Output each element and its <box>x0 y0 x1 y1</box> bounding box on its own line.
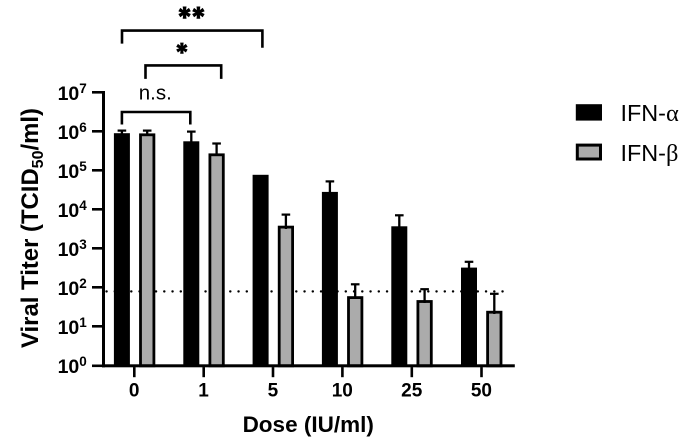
svg-text:Viral Titer (TCID50/ml): Viral Titer (TCID50/ml) <box>17 108 47 348</box>
svg-text:50: 50 <box>471 381 492 402</box>
svg-text:5: 5 <box>268 381 279 402</box>
svg-text:10: 10 <box>332 381 353 402</box>
svg-text:IFN-β: IFN-β <box>621 140 679 167</box>
svg-text:Dose (IU/ml): Dose (IU/ml) <box>243 412 374 437</box>
svg-text:IFN-α: IFN-α <box>621 100 679 127</box>
svg-text:n.s.: n.s. <box>139 81 172 104</box>
svg-text:0: 0 <box>129 381 140 402</box>
svg-text:25: 25 <box>401 381 423 402</box>
svg-text:1: 1 <box>198 381 209 402</box>
